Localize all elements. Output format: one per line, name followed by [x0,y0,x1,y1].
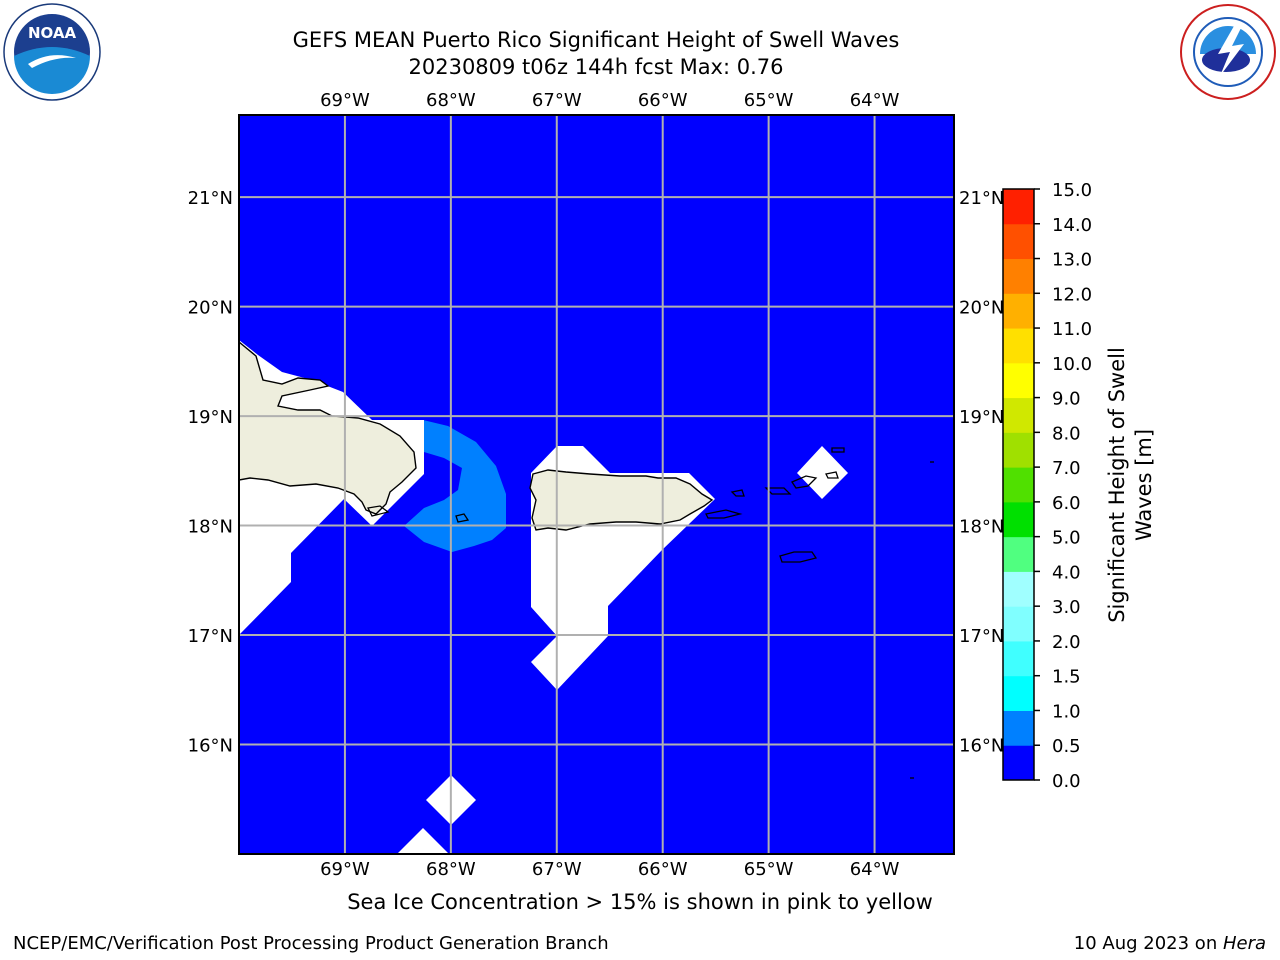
lon-tick-label-bottom: 67°W [532,859,582,880]
lon-tick-label-bottom: 68°W [426,859,476,880]
colorbar-tick-label: 2.0 [1052,632,1081,653]
lat-tick-label-right: 18°N [959,517,1004,538]
colorbar-bin [1003,640,1034,677]
colorbar-bin [1003,675,1034,711]
colorbar-bin [1003,223,1034,260]
colorbar-tick-label: 9.0 [1052,389,1081,410]
lon-tick-label-top: 64°W [850,90,900,111]
colorbar-bin [1003,258,1034,294]
colorbar-tick-label: 11.0 [1052,319,1092,340]
lat-tick-label-left: 20°N [188,298,233,319]
colorbar-tick-label: 10.0 [1052,354,1092,375]
colorbar-bin [1003,710,1034,746]
footer-date-text: 10 Aug 2023 on [1073,933,1223,954]
colorbar-tick-label: 3.0 [1052,597,1081,618]
colorbar-bin [1003,745,1034,781]
lat-tick-label-right: 21°N [959,188,1004,209]
lat-tick-label-left: 19°N [188,407,233,428]
footer-date: 10 Aug 2023 on Hera [1074,933,1266,954]
colorbar-bin [1003,501,1034,538]
map-tick-labels: 69°W 69°W 68°W 68°W 67°W 67°W 66°W 66°W 65°W 65°W… [188,90,1005,880]
colorbar-label-line2: Waves [m] [1132,429,1156,541]
lon-tick-label-top: 66°W [638,90,688,111]
colorbar: 0.0 0.5 1.0 1.5 2.0 3.0 4.0 5.0 6.0 7.0 8.0 9.0 10.0… [1002,180,1156,792]
lon-tick-label-top: 68°W [426,90,476,111]
lat-tick-label-right: 19°N [959,407,1004,428]
colorbar-tick-label: 15.0 [1052,180,1092,201]
small-islands [367,447,934,779]
colorbar-tick-label: 7.0 [1052,458,1081,479]
land-areas [239,341,714,531]
colorbar-bin [1003,362,1034,399]
colorbar-bin [1003,397,1034,433]
chart-title-line2: 20230809 t06z 144h fcst Max: 0.76 [408,55,784,79]
colorbar-tick-label: 13.0 [1052,250,1092,271]
noaa-logo: NOAA [3,3,101,101]
swell-0-5-region [404,420,506,552]
map-frame [238,114,955,855]
gridlines [239,115,954,854]
colorbar-tick-label: 1.5 [1052,667,1081,688]
colorbar-tick-label: 6.0 [1052,493,1081,514]
lat-tick-label-right: 20°N [959,298,1004,319]
colorbar-bin [1003,293,1034,329]
colorbar-tick-label: 8.0 [1052,423,1081,444]
nws-logo [1180,4,1276,100]
hispaniola-land [239,341,417,515]
lat-tick-label-left: 18°N [188,517,233,538]
colorbar-tick-label: 0.0 [1052,771,1081,792]
colorbar-tick-label: 5.0 [1052,528,1081,549]
lon-tick-label-bottom: 64°W [850,859,900,880]
lat-tick-label-left: 21°N [188,188,233,209]
colorbar-label-line1: Significant Height of Swell [1105,347,1129,623]
footer-branch: NCEP/EMC/Verification Post Processing Pr… [13,933,609,954]
puerto-rico-land [529,469,714,531]
sea-ice-note: Sea Ice Concentration > 15% is shown in … [347,890,933,914]
lon-tick-label-bottom: 66°W [638,859,688,880]
lon-tick-label-top: 69°W [320,90,370,111]
colorbar-tick-label: 14.0 [1052,215,1092,236]
colorbar-tick-label: 1.0 [1052,701,1081,722]
colorbar-tick-label: 12.0 [1052,284,1092,305]
lat-tick-label-left: 16°N [188,736,233,757]
colorbar-bin [1003,189,1034,225]
colorbar-bin [1003,571,1034,607]
colorbar-tick-label: 4.0 [1052,562,1081,583]
colorbar-tick-label: 0.5 [1052,736,1081,757]
colorbar-bin [1003,536,1034,572]
lat-tick-label-right: 17°N [959,626,1004,647]
colorbar-bin [1003,606,1034,642]
lon-tick-label-top: 67°W [532,90,582,111]
chart-title-line1: GEFS MEAN Puerto Rico Significant Height… [292,28,900,52]
colorbar-bin [1003,432,1034,468]
colorbar-frame [1002,188,1035,781]
footer-host: Hera [1222,933,1266,954]
lon-tick-label-top: 65°W [744,90,794,111]
colorbar-bin [1003,467,1034,503]
lon-tick-label-bottom: 65°W [744,859,794,880]
colorbar-bin [1003,328,1034,364]
lat-tick-label-left: 17°N [188,626,233,647]
lon-tick-label-bottom: 69°W [320,859,370,880]
noaa-logo-text: NOAA [28,24,77,42]
lat-tick-label-right: 16°N [959,736,1004,757]
